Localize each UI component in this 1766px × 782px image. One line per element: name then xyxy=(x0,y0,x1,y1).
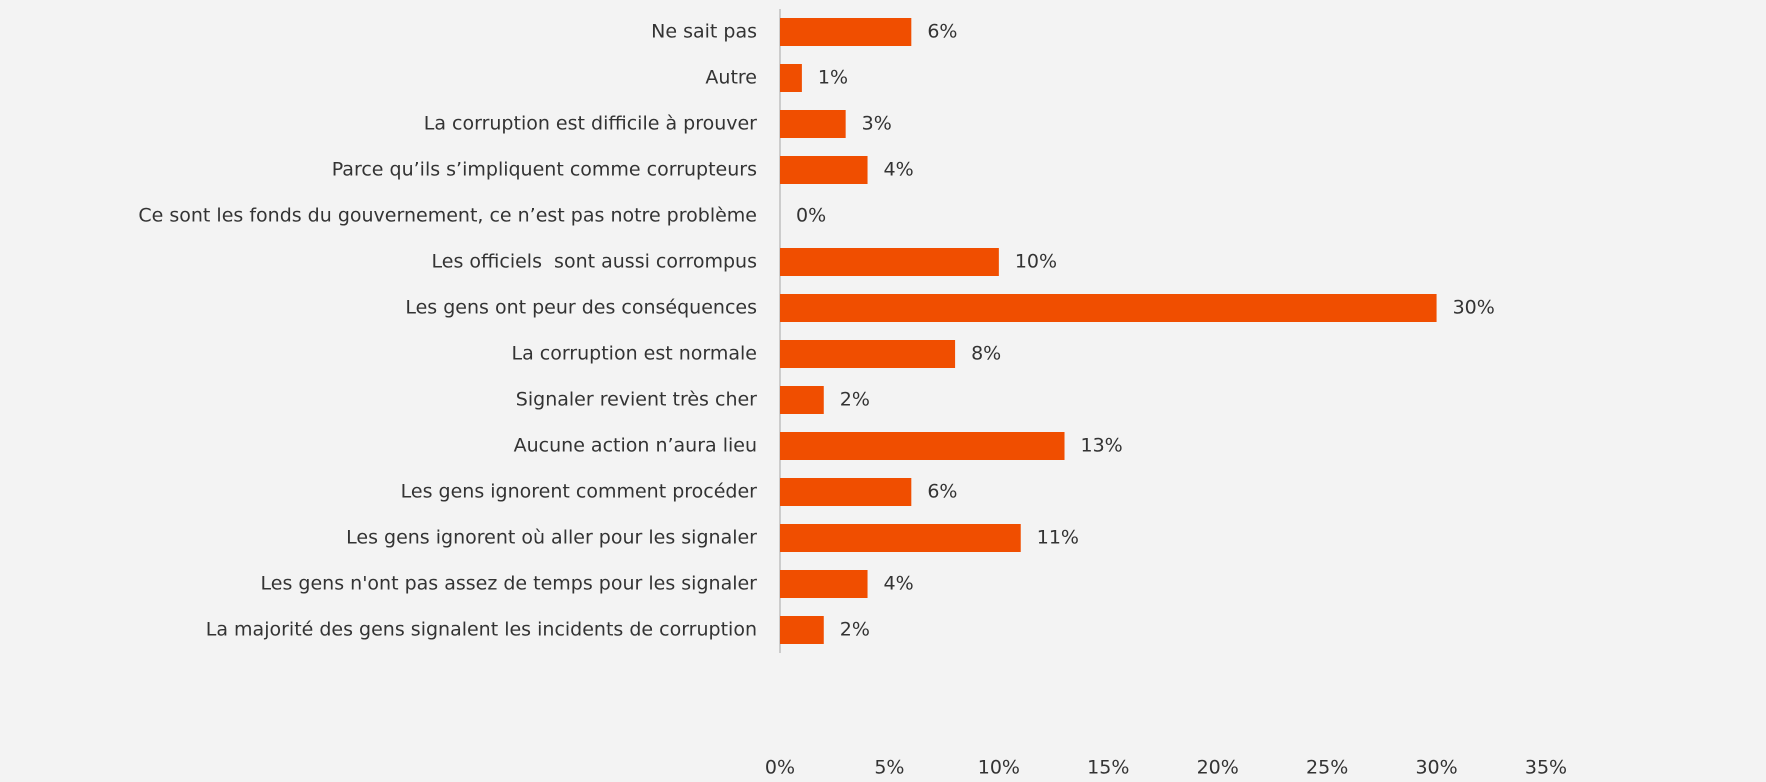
category-label: Signaler revient très cher xyxy=(516,389,757,411)
category-label: Parce qu’ils s’impliquent comme corrupte… xyxy=(332,159,757,181)
x-tick-label: 30% xyxy=(1415,757,1457,779)
value-label: 4% xyxy=(884,573,914,595)
x-tick-label: 25% xyxy=(1306,757,1348,779)
x-tick-label: 20% xyxy=(1197,757,1239,779)
x-tick-label: 15% xyxy=(1087,757,1129,779)
value-label: 2% xyxy=(840,619,870,641)
bar xyxy=(780,524,1021,552)
value-label: 11% xyxy=(1037,527,1079,549)
category-label: Ne sait pas xyxy=(651,21,757,43)
bar xyxy=(780,110,846,138)
value-label: 30% xyxy=(1453,297,1495,319)
x-tick-label: 5% xyxy=(874,757,904,779)
category-label: Aucune action n’aura lieu xyxy=(514,435,757,457)
bar xyxy=(780,248,999,276)
value-label: 0% xyxy=(796,205,826,227)
value-label: 6% xyxy=(927,21,957,43)
bar xyxy=(780,340,956,368)
bar xyxy=(780,294,1437,322)
bar xyxy=(780,616,824,644)
category-label: Autre xyxy=(705,67,757,89)
bar xyxy=(780,64,802,92)
category-label: La corruption est normale xyxy=(511,343,757,365)
x-tick-label: 35% xyxy=(1525,757,1567,779)
category-label: La corruption est difficile à prouver xyxy=(424,113,757,135)
x-tick-label: 10% xyxy=(978,757,1020,779)
value-label: 2% xyxy=(840,389,870,411)
value-label: 13% xyxy=(1081,435,1123,457)
value-label: 6% xyxy=(927,481,957,503)
bar xyxy=(780,156,868,184)
value-label: 1% xyxy=(818,67,848,89)
category-label: Les gens ont peur des conséquences xyxy=(405,297,757,319)
bar xyxy=(780,18,912,46)
bar xyxy=(780,570,868,598)
category-label: La majorité des gens signalent les incid… xyxy=(206,619,757,641)
value-label: 10% xyxy=(1015,251,1057,273)
category-label: Les gens ignorent où aller pour les sign… xyxy=(346,527,757,549)
value-label: 3% xyxy=(862,113,892,135)
value-label: 8% xyxy=(971,343,1001,365)
category-label: Les gens n'ont pas assez de temps pour l… xyxy=(261,573,758,595)
category-label: Les gens ignorent comment procéder xyxy=(401,481,758,503)
bar xyxy=(780,432,1065,460)
category-label: Les officiels sont aussi corrompus xyxy=(432,251,757,273)
bar xyxy=(780,386,824,414)
value-label: 4% xyxy=(884,159,914,181)
x-tick-label: 0% xyxy=(765,757,795,779)
bar xyxy=(780,478,912,506)
category-label: Ce sont les fonds du gouvernement, ce n’… xyxy=(138,205,757,227)
